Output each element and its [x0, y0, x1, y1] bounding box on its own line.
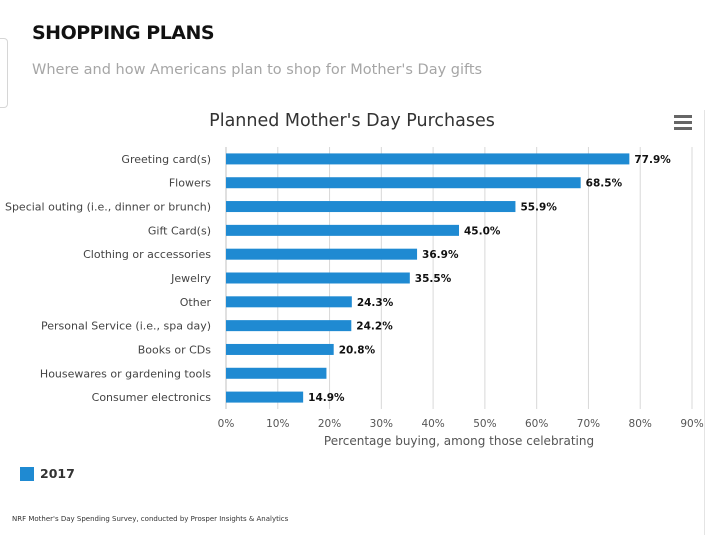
menu-line	[674, 127, 692, 130]
data-label: 35.5%	[415, 273, 452, 285]
category-label: Personal Service (i.e., spa day)	[41, 320, 211, 333]
bar	[226, 153, 630, 165]
category-label: Housewares or gardening tools	[40, 367, 211, 380]
data-label: 68.5%	[586, 178, 623, 190]
category-label: Special outing (i.e., dinner or brunch)	[5, 201, 211, 214]
category-label: Books or CDs	[138, 343, 212, 356]
x-tick-label: 90%	[680, 418, 703, 430]
bar	[226, 367, 327, 379]
data-label: 45.0%	[464, 225, 501, 237]
menu-line	[674, 115, 692, 118]
bar	[226, 296, 352, 308]
x-tick-label: 10%	[266, 418, 289, 430]
bar-chart: Planned Mother's Day Purchases 0% 10% 20% 3…	[5, 111, 704, 448]
legend-label: 2017	[40, 466, 75, 481]
x-tick-label: 0%	[218, 418, 235, 430]
category-label: Clothing or accessories	[83, 248, 211, 261]
x-tick-label: 20%	[318, 418, 341, 430]
page-subtitle: Where and how Americans plan to shop for…	[32, 62, 483, 78]
data-label: 36.9%	[422, 249, 459, 261]
bar	[226, 391, 304, 403]
data-label: 77.9%	[634, 154, 671, 166]
panel-divider	[704, 110, 705, 535]
side-tab[interactable]	[0, 38, 8, 108]
category-label: Greeting card(s)	[121, 153, 211, 166]
bar	[226, 320, 352, 332]
category-label: Other	[180, 296, 212, 309]
category-label: Jewelry	[170, 272, 211, 285]
bar	[226, 343, 334, 355]
x-axis-title: Percentage buying, among those celebrati…	[324, 434, 594, 448]
legend-swatch	[20, 466, 34, 481]
bar	[226, 201, 516, 213]
x-tick-label: 70%	[577, 418, 600, 430]
x-tick-label: 50%	[473, 418, 496, 430]
bar	[226, 177, 581, 189]
x-tick-label: 60%	[525, 418, 548, 430]
bar	[226, 248, 418, 260]
category-label: Flowers	[169, 177, 211, 190]
bar	[226, 224, 459, 236]
x-tick-label: 30%	[370, 418, 393, 430]
category-label: Consumer electronics	[92, 391, 212, 404]
data-label: 14.9%	[308, 392, 345, 404]
data-label: 55.9%	[520, 202, 557, 214]
page-title: SHOPPING PLANS	[32, 22, 215, 44]
data-label: 24.3%	[357, 297, 394, 309]
data-label: 24.2%	[356, 321, 393, 333]
x-tick-label: 40%	[421, 418, 444, 430]
menu-line	[674, 121, 692, 124]
data-label: 20.8%	[339, 344, 376, 356]
category-label: Gift Card(s)	[148, 224, 211, 237]
bar	[226, 272, 410, 284]
x-tick-label: 80%	[629, 418, 652, 430]
hamburger-menu-icon[interactable]	[674, 115, 692, 131]
chart-title: Planned Mother's Day Purchases	[209, 111, 495, 131]
legend-item-2017[interactable]: 2017	[20, 466, 75, 481]
source-footnote: NRF Mother's Day Spending Survey, conduc…	[12, 515, 289, 523]
